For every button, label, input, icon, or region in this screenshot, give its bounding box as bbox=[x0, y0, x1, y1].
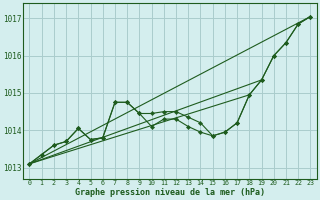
X-axis label: Graphe pression niveau de la mer (hPa): Graphe pression niveau de la mer (hPa) bbox=[75, 188, 265, 197]
